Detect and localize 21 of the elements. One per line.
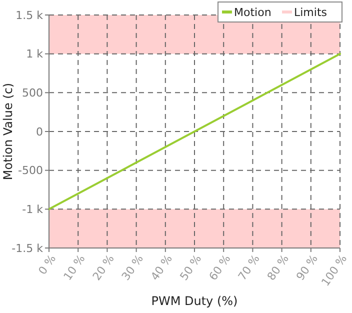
x-tick-label: 80 % — [264, 252, 292, 283]
y-tick-label: 1 k — [26, 48, 44, 61]
y-tick-label: 500 — [22, 86, 43, 100]
x-tick-label: 90 % — [294, 252, 321, 283]
x-tick-label: 10 % — [61, 252, 88, 283]
legend-label: Motion — [234, 6, 272, 19]
y-tick-label: -500 — [18, 164, 43, 178]
x-tick-label: 0 % — [36, 252, 59, 278]
x-tick-label: 70 % — [236, 252, 262, 283]
x-tick-label: 30 % — [119, 252, 146, 283]
x-axis-title: PWM Duty (%) — [151, 294, 238, 308]
y-tick-label: -1 k — [22, 203, 44, 216]
x-tick-label: 40 % — [148, 252, 176, 283]
x-tick-label: 20 % — [90, 252, 117, 283]
y-axis-title: Motion Value (c) — [1, 82, 15, 180]
y-tick-label: -1.5 k — [12, 242, 44, 255]
y-tick-label: 1.5 k — [16, 8, 44, 22]
x-tick-label: 60 % — [206, 252, 234, 283]
y-tick-label: 0 — [36, 125, 43, 138]
band-label: Limits — [294, 6, 328, 19]
x-tick-label: 50 % — [177, 252, 204, 283]
